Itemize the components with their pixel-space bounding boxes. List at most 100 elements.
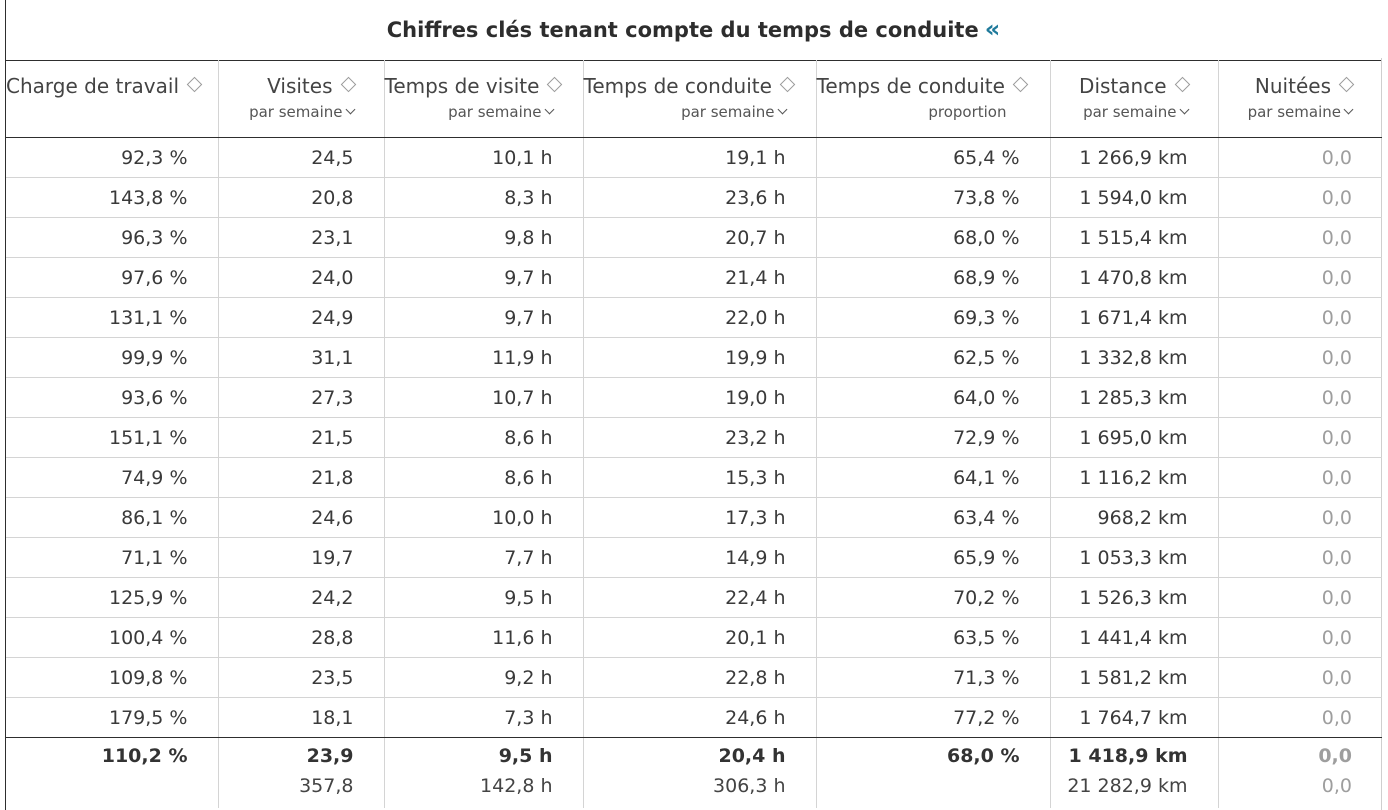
table-cell: 71,1 %	[6, 537, 219, 578]
table-cell: 11,6 h	[384, 617, 584, 658]
chevron-down-icon[interactable]	[1179, 104, 1189, 115]
sort-icon[interactable]	[1012, 76, 1029, 93]
table-cell: 23,5	[218, 657, 385, 698]
column-header-subtitle[interactable]: proportion	[817, 103, 1020, 121]
sort-icon[interactable]	[340, 76, 356, 93]
table-row[interactable]: 96,3 % 23,1 9,8 h 20,7 h 68,0 % 1 515,4 km 0,0	[6, 217, 1382, 258]
table-row[interactable]: 92,3 % 24,5 10,1 h 19,1 h 65,4 % 1 266,9 km 0,…	[6, 137, 1382, 178]
table-cell: 71,3 %	[816, 657, 1051, 698]
table-cell: 11,9 h	[384, 337, 584, 378]
table-row[interactable]: 71,1 % 19,7 7,7 h 14,9 h 65,9 % 1 053,3 km 0,0	[6, 537, 1382, 578]
table-cell: 62,5 %	[816, 337, 1051, 378]
table-row[interactable]: 86,1 % 24,6 10,0 h 17,3 h 63,4 % 968,2 km 0,0	[6, 497, 1382, 538]
column-header-label: Visites	[267, 74, 333, 98]
footer-cell: 23,9 357,8	[218, 737, 385, 808]
header-row: Charge de travail Visites par semaine Temps…	[6, 60, 1382, 138]
column-header-title: Nuitées	[1219, 74, 1355, 98]
column-header[interactable]: Charge de travail	[6, 60, 219, 138]
table-row[interactable]: 99,9 % 31,1 11,9 h 19,9 h 62,5 % 1 332,8 km 0,…	[6, 337, 1382, 378]
table-cell: 96,3 %	[6, 217, 219, 258]
table-cell: 22,8 h	[583, 657, 817, 698]
table-cell: 9,7 h	[384, 297, 584, 338]
total-value	[817, 775, 1020, 799]
chevron-down-icon[interactable]	[345, 104, 355, 115]
column-header[interactable]: Temps de visite par semaine	[384, 60, 584, 138]
column-header-label: Temps de conduite	[816, 74, 1005, 98]
table-row[interactable]: 93,6 % 27,3 10,7 h 19,0 h 64,0 % 1 285,3 km 0,…	[6, 377, 1382, 418]
table-cell: 69,3 %	[816, 297, 1051, 338]
column-header[interactable]: Distance par semaine	[1050, 60, 1219, 138]
table-cell: 17,3 h	[583, 497, 817, 538]
average-value: 68,0 %	[946, 745, 1020, 767]
table-row[interactable]: 151,1 % 21,5 8,6 h 23,2 h 72,9 % 1 695,0 km 0,…	[6, 417, 1382, 458]
table-cell: 21,8	[218, 457, 385, 498]
table-row[interactable]: 109,8 % 23,5 9,2 h 22,8 h 71,3 % 1 581,2 km 0,…	[6, 657, 1382, 698]
column-header[interactable]: Temps de conduite par semaine	[583, 60, 817, 138]
sort-icon[interactable]	[1174, 76, 1190, 93]
table-cell: 28,8	[218, 617, 385, 658]
table-cell: 0,0	[1218, 137, 1382, 178]
table-cell: 1 594,0 km	[1050, 177, 1219, 218]
table-cell: 1 581,2 km	[1050, 657, 1219, 698]
chevron-down-icon[interactable]	[777, 104, 787, 115]
table-row[interactable]: 125,9 % 24,2 9,5 h 22,4 h 70,2 % 1 526,3 km 0,…	[6, 577, 1382, 618]
table-row[interactable]: 97,6 % 24,0 9,7 h 21,4 h 68,9 % 1 470,8 km 0,0	[6, 257, 1382, 298]
chevron-down-icon[interactable]	[1343, 104, 1354, 115]
table-cell: 7,3 h	[384, 697, 584, 738]
table-cell: 22,0 h	[583, 297, 817, 338]
table-cell: 143,8 %	[6, 177, 219, 218]
table-row[interactable]: 131,1 % 24,9 9,7 h 22,0 h 69,3 % 1 671,4 km 0,…	[6, 297, 1382, 338]
sort-icon[interactable]	[1338, 76, 1355, 93]
table-cell: 0,0	[1218, 417, 1382, 458]
table-cell: 63,5 %	[816, 617, 1051, 658]
column-header-title: Temps de conduite	[816, 74, 1029, 98]
table-cell: 0,0	[1218, 497, 1382, 538]
sort-icon[interactable]	[779, 76, 796, 93]
table-cell: 0,0	[1218, 257, 1382, 298]
average-value: 0,0	[1318, 745, 1352, 767]
column-header-subtitle[interactable]: par semaine	[385, 103, 554, 121]
sort-icon[interactable]	[547, 76, 563, 93]
table-cell: 0,0	[1218, 217, 1382, 258]
column-header[interactable]: Temps de conduite proportion	[816, 60, 1051, 138]
table-row[interactable]: 179,5 % 18,1 7,3 h 24,6 h 77,2 % 1 764,7 km 0,…	[6, 697, 1382, 738]
total-value: 21 282,9 km	[1067, 775, 1188, 797]
table-cell: 19,7	[218, 537, 385, 578]
column-header-subtitle[interactable]: par semaine	[1219, 103, 1354, 121]
column-header-title: Distance	[1051, 74, 1190, 98]
column-header-label: Nuitées	[1254, 74, 1331, 98]
table-cell: 7,7 h	[384, 537, 584, 578]
table-cell: 0,0	[1218, 177, 1382, 218]
collapse-icon[interactable]: «	[984, 15, 1001, 43]
total-value	[6, 775, 188, 799]
table-cell: 92,3 %	[6, 137, 219, 178]
column-header-subtitle[interactable]: par semaine	[219, 103, 355, 121]
table-cell: 1 695,0 km	[1050, 417, 1219, 458]
table-cell: 24,6	[218, 497, 385, 538]
table-cell: 1 266,9 km	[1050, 137, 1219, 178]
table-row[interactable]: 74,9 % 21,8 8,6 h 15,3 h 64,1 % 1 116,2 km 0,0	[6, 457, 1382, 498]
table-cell: 9,2 h	[384, 657, 584, 698]
table-cell: 23,6 h	[583, 177, 817, 218]
column-header[interactable]: Visites par semaine	[218, 60, 385, 138]
table-cell: 0,0	[1218, 657, 1382, 698]
footer-cell: 1 418,9 km 21 282,9 km	[1050, 737, 1219, 808]
table-body: 92,3 % 24,5 10,1 h 19,1 h 65,4 % 1 266,9 km 0,…	[6, 137, 1382, 738]
table-cell: 63,4 %	[816, 497, 1051, 538]
table-cell: 23,2 h	[583, 417, 817, 458]
table-cell: 27,3	[218, 377, 385, 418]
column-header[interactable]: Nuitées par semaine	[1218, 60, 1382, 138]
table-row[interactable]: 100,4 % 28,8 11,6 h 20,1 h 63,5 % 1 441,4 km 0…	[6, 617, 1382, 658]
chevron-down-icon[interactable]	[544, 104, 554, 115]
column-header-subtitle[interactable]: par semaine	[1051, 103, 1189, 121]
table-cell: 20,7 h	[583, 217, 817, 258]
column-header-label: Temps de conduite	[583, 74, 772, 98]
table-title: Chiffres clés tenant compte du temps de …	[386, 18, 979, 42]
sort-icon[interactable]	[186, 76, 203, 93]
column-header-subtitle[interactable]: par semaine	[584, 103, 787, 121]
table-cell: 68,9 %	[816, 257, 1051, 298]
table-row[interactable]: 143,8 % 20,8 8,3 h 23,6 h 73,8 % 1 594,0 km 0,…	[6, 177, 1382, 218]
column-header-subtitle-label: proportion	[928, 103, 1007, 121]
table-cell: 24,5	[218, 137, 385, 178]
table-cell: 93,6 %	[6, 377, 219, 418]
